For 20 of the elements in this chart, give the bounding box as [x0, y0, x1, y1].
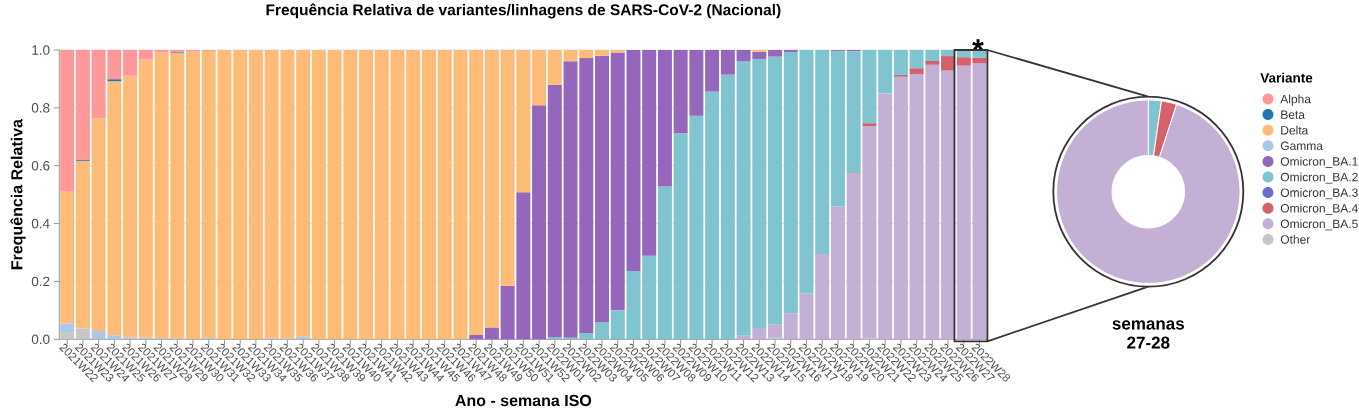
- y-tick-label: 0.0: [31, 334, 50, 345]
- legend-label: Delta: [1281, 125, 1309, 135]
- y-tick-label: 0.8: [31, 103, 50, 113]
- legend-label: Omicron_BA.4: [1280, 203, 1358, 215]
- legend-label: Alpha: [1280, 94, 1311, 106]
- legend-title: Variante: [1260, 72, 1313, 83]
- legend-label: Gamma: [1280, 141, 1323, 151]
- y-tick-label: 0.6: [31, 160, 50, 171]
- legend-label: Omicron_BA.5: [1280, 219, 1358, 231]
- y-tick-label: 0.2: [31, 276, 50, 287]
- legend-label: Omicron_BA.2: [1280, 172, 1358, 184]
- y-tick-label: 1.0: [32, 45, 50, 55]
- y-axis-title: Frequência Relativa: [10, 118, 26, 270]
- legend-label: Omicron_BA.1: [1280, 156, 1358, 168]
- legend-label: Omicron_BA.3: [1280, 188, 1358, 200]
- x-axis-title: Ano - semana ISO: [455, 394, 592, 407]
- y-tick-label: 0.4: [31, 218, 50, 229]
- chart-title: Frequência Relativa de variantes/linhagens de SARS-CoV-2 (Nacional): [266, 3, 781, 19]
- legend-label: Other: [1280, 234, 1311, 244]
- legend-label: Beta: [1281, 110, 1305, 119]
